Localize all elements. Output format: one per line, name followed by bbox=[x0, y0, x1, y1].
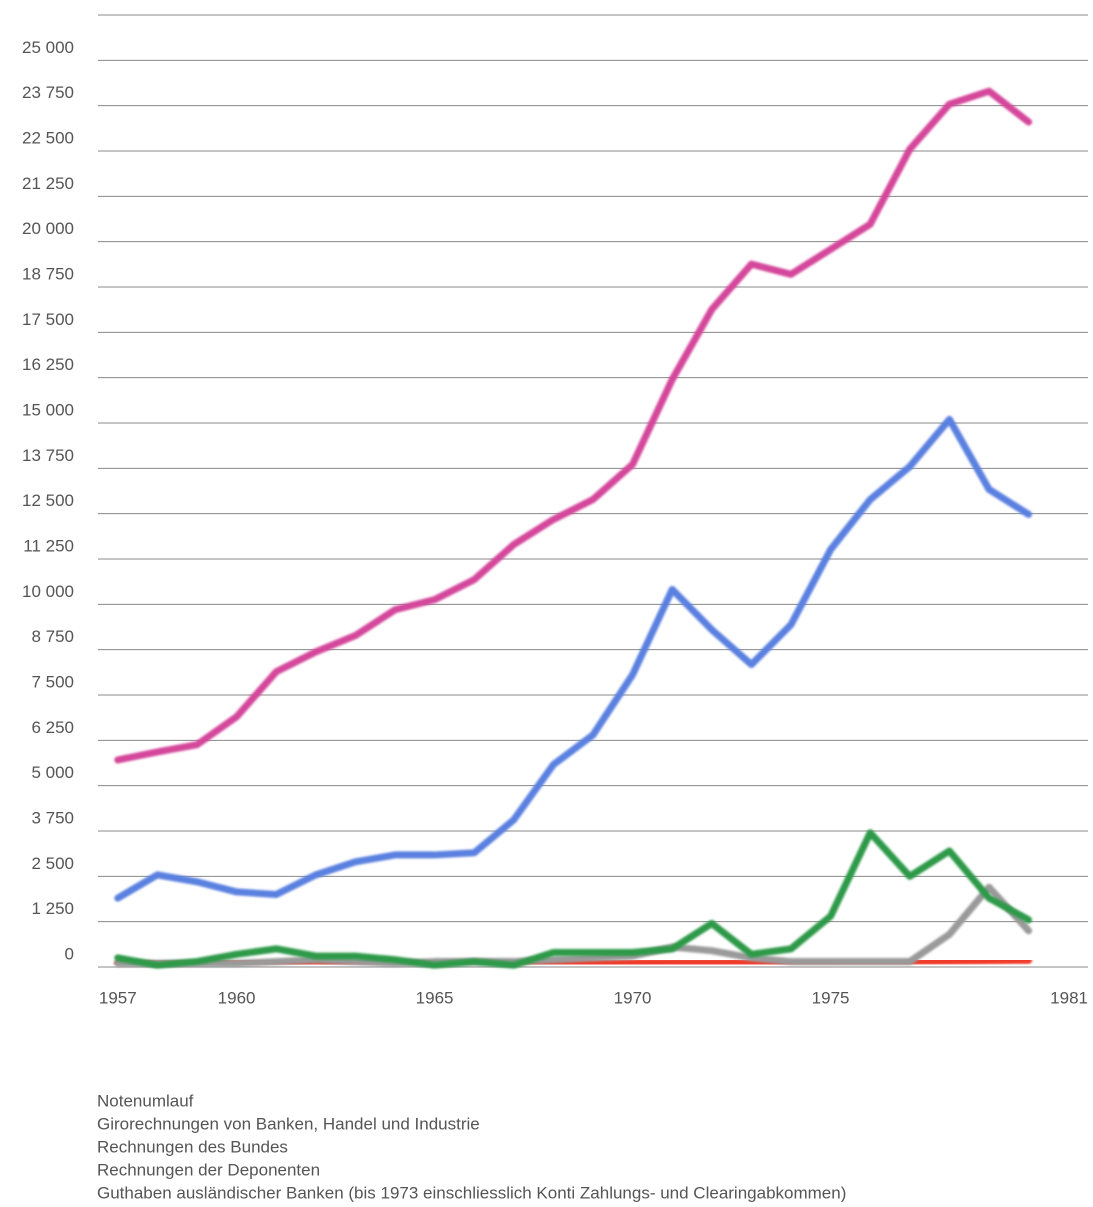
series-line bbox=[114, 883, 1033, 967]
y-tick-label: 1 250 bbox=[31, 899, 74, 918]
series-line bbox=[114, 415, 1033, 902]
legend-label: Guthaben ausländischer Banken (bis 1973 … bbox=[97, 1183, 846, 1202]
y-tick-label: 21 250 bbox=[22, 174, 74, 193]
y-tick-label: 10 000 bbox=[22, 582, 74, 601]
y-tick-label: 7 500 bbox=[31, 672, 74, 691]
x-tick-label: 1957 bbox=[99, 988, 137, 1007]
y-tick-label: 20 000 bbox=[22, 219, 74, 238]
y-tick-label: 11 250 bbox=[23, 536, 74, 555]
y-tick-label: 6 250 bbox=[31, 718, 74, 737]
legend-label: Notenumlauf bbox=[97, 1091, 194, 1110]
legend-label: Girorechnungen von Banken, Handel und In… bbox=[97, 1114, 480, 1133]
y-tick-label: 3 750 bbox=[31, 808, 74, 827]
y-tick-label: 8 750 bbox=[31, 627, 74, 646]
y-tick-label: 25 000 bbox=[22, 38, 74, 57]
x-tick-label: 1970 bbox=[614, 988, 652, 1007]
y-tick-label: 15 000 bbox=[22, 400, 74, 419]
y-tick-label: 13 750 bbox=[22, 446, 74, 465]
y-tick-label: 2 500 bbox=[31, 854, 74, 873]
legend-label: Rechnungen der Deponenten bbox=[97, 1160, 320, 1179]
x-tick-label: 1965 bbox=[416, 988, 454, 1007]
y-tick-label: 17 500 bbox=[22, 310, 74, 329]
y-tick-label: 12 500 bbox=[22, 491, 74, 510]
x-tick-label: 1981 bbox=[1050, 988, 1088, 1007]
y-tick-label: 0 bbox=[65, 944, 74, 963]
series-line bbox=[114, 87, 1033, 764]
series-line bbox=[114, 829, 1033, 969]
legend-label: Rechnungen des Bundes bbox=[97, 1137, 288, 1156]
y-tick-label: 23 750 bbox=[22, 83, 74, 102]
y-tick-label: 16 250 bbox=[22, 355, 74, 374]
y-tick-label: 5 000 bbox=[31, 763, 74, 782]
y-tick-label: 18 750 bbox=[22, 264, 74, 283]
x-tick-label: 1975 bbox=[812, 988, 850, 1007]
x-tick-label: 1960 bbox=[218, 988, 256, 1007]
y-tick-label: 22 500 bbox=[22, 128, 74, 147]
